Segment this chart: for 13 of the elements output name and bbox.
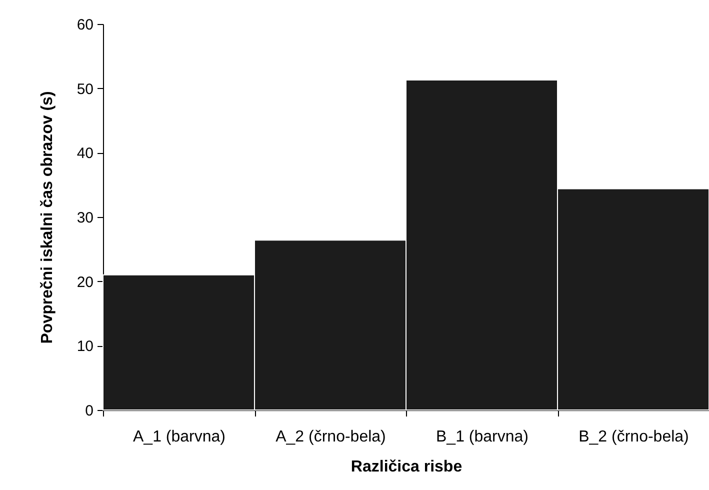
- y-tick-label: 20: [76, 274, 94, 291]
- x-tick-label: A_1 (barvna): [133, 428, 226, 446]
- y-tick-label: 60: [76, 16, 94, 34]
- y-axis-title: Povprečni iskalni čas obrazov (s): [38, 91, 56, 344]
- x-tick-label: B_2 (črno-bela): [578, 428, 689, 446]
- y-tick-label: 0: [85, 402, 94, 420]
- y-tick-label: 40: [76, 145, 94, 162]
- y-tick-label: 10: [76, 338, 94, 356]
- y-tick-label: 50: [76, 80, 94, 98]
- y-tick-label: 30: [76, 210, 94, 226]
- x-tick-label: B_1 (barvna): [436, 428, 528, 446]
- x-axis-title: Različica risbe: [350, 458, 462, 476]
- x-tick-label: A_2 (črno-bela): [276, 428, 386, 446]
